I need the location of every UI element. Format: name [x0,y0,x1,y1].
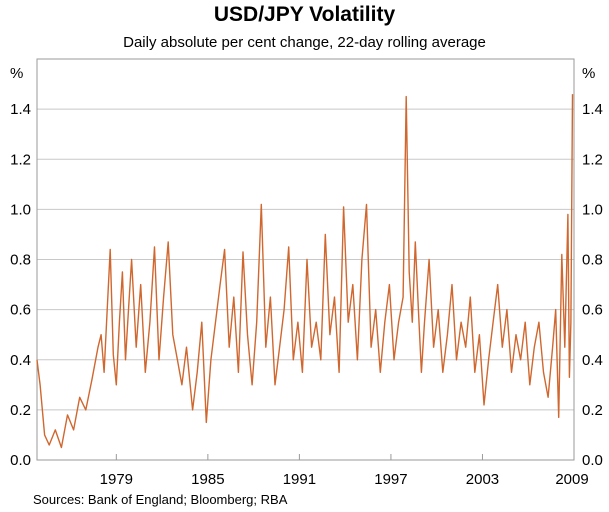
y-tick-left-0.6: 0.6 [10,302,31,319]
y-tick-right-0.8: 0.8 [582,252,603,269]
y-tick-left-1.0: 1.0 [10,201,31,218]
x-tick-2009: 2009 [555,471,588,488]
y-tick-right-1.4: 1.4 [582,101,603,118]
y-tick-left-1.4: 1.4 [10,101,31,118]
source-note: Sources: Bank of England; Bloomberg; RBA [33,492,288,507]
x-tick-1985: 1985 [191,471,224,488]
x-tick-2003: 2003 [466,471,499,488]
series-line-usd-jpy [36,94,574,449]
y-axis-unit-right: % [582,65,595,82]
y-tick-left-0.0: 0.0 [10,452,31,469]
y-tick-left-0.4: 0.4 [10,352,31,369]
y-tick-right-0.4: 0.4 [582,352,603,369]
x-tick-1997: 1997 [374,471,407,488]
y-tick-left-1.2: 1.2 [10,151,31,168]
y-tick-right-0.2: 0.2 [582,402,603,419]
y-tick-left-0.8: 0.8 [10,252,31,269]
x-tick-1979: 1979 [100,471,133,488]
x-tick-1991: 1991 [283,471,316,488]
y-axis-unit-left: % [10,65,23,82]
chart-subtitle: Daily absolute per cent change, 22-day r… [123,34,486,51]
y-tick-right-0.0: 0.0 [582,452,603,469]
plot-frame [36,58,575,461]
y-tick-left-0.2: 0.2 [10,402,31,419]
y-tick-right-1.2: 1.2 [582,151,603,168]
y-tick-right-0.6: 0.6 [582,302,603,319]
chart-title: USD/JPY Volatility [213,3,396,26]
y-tick-right-1.0: 1.0 [582,201,603,218]
